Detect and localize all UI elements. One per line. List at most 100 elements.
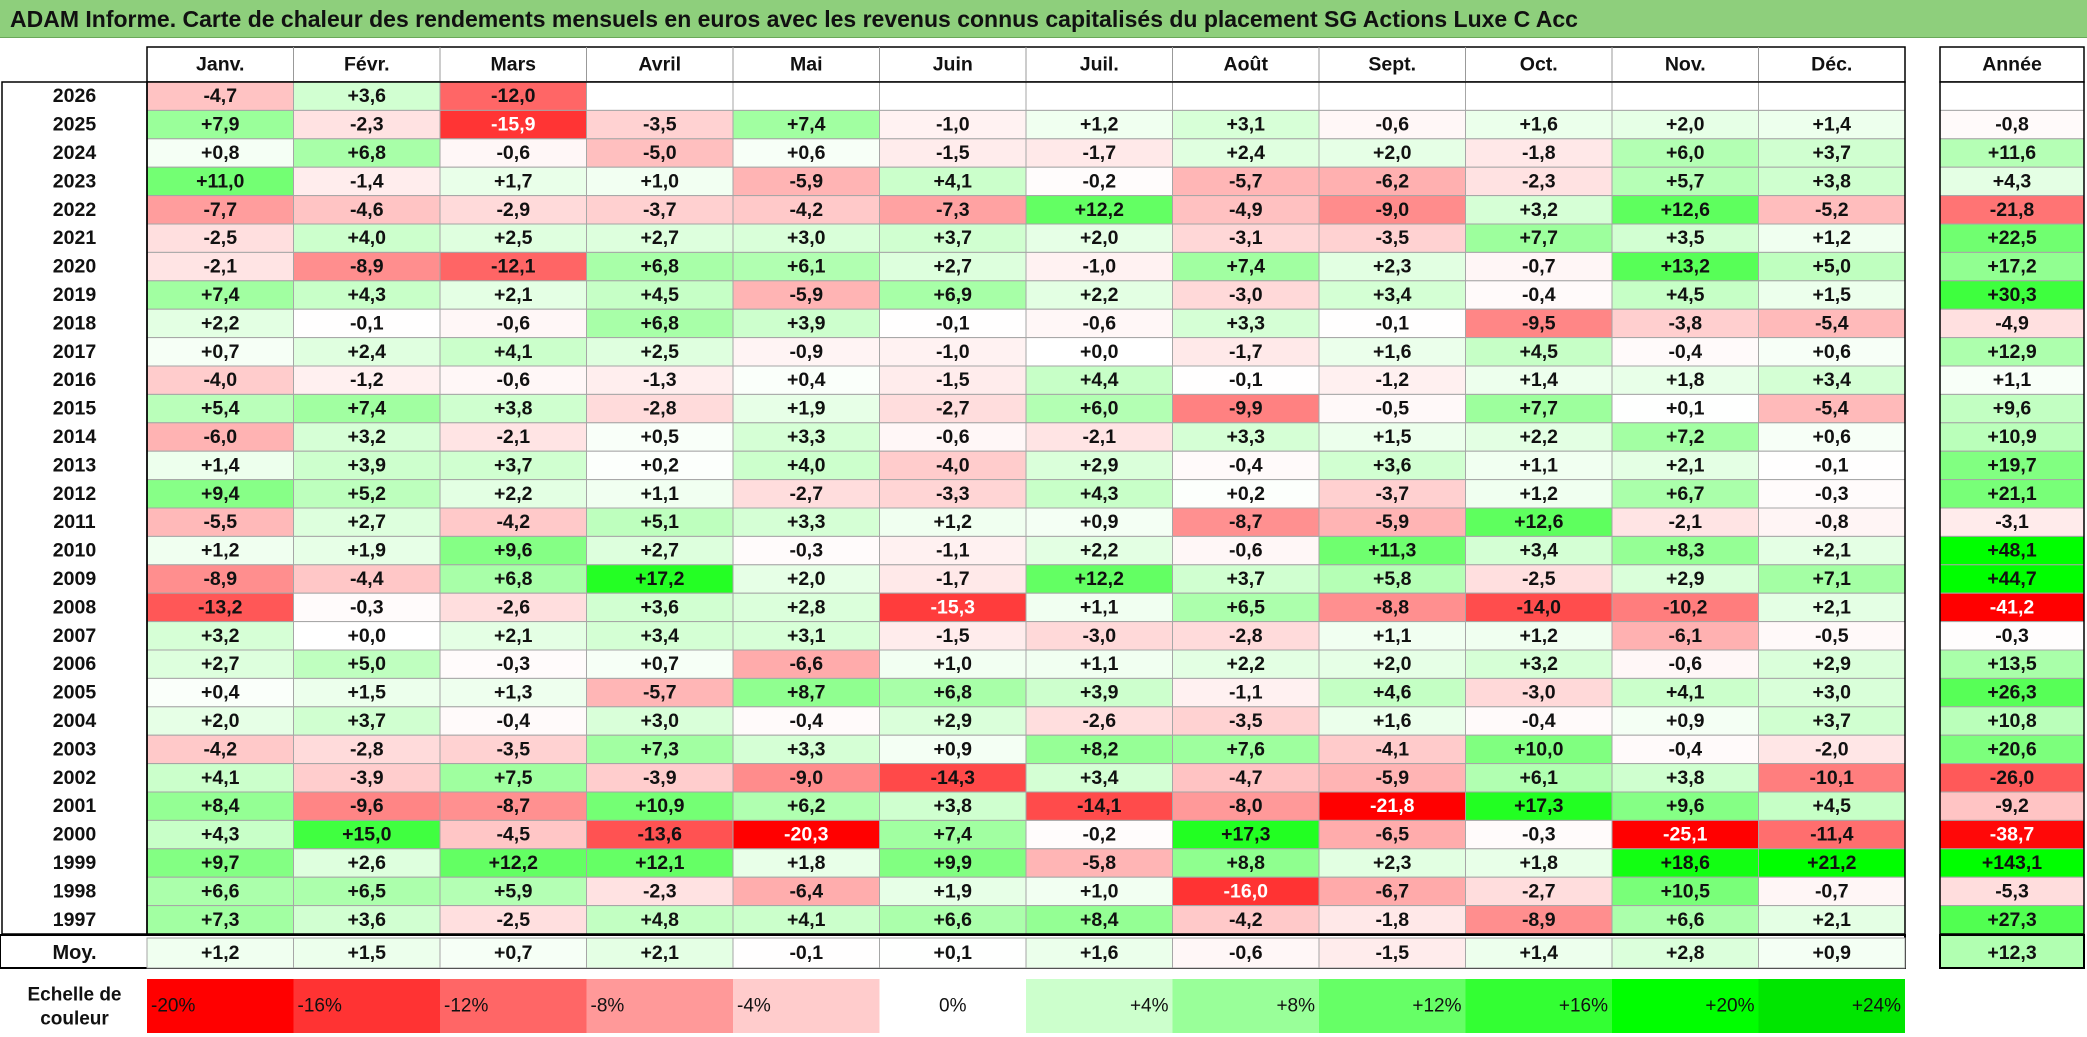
cell-value: -3,9 xyxy=(643,767,677,789)
heatmap-cell xyxy=(439,308,587,339)
cell-value: +3,4 xyxy=(1520,540,1559,562)
heatmap-cell xyxy=(586,422,734,452)
heatmap-cell xyxy=(439,450,587,481)
cell-value: +4,0 xyxy=(787,454,826,476)
cell-value: -0,2 xyxy=(1082,170,1116,192)
cell-value: +3,4 xyxy=(641,625,680,647)
heatmap-cell xyxy=(732,81,880,111)
heatmap-cell xyxy=(293,905,441,935)
average-value: +1,6 xyxy=(1080,942,1119,964)
cell-value: -8,9 xyxy=(1522,909,1556,931)
scale-swatch xyxy=(1172,979,1319,1033)
cell-value: +1,9 xyxy=(787,398,826,420)
cell-value: +2,1 xyxy=(1813,909,1852,931)
heatmap-cell xyxy=(1611,337,1759,367)
cell-value: +4,6 xyxy=(1373,682,1412,704)
cell-value: +3,1 xyxy=(1227,114,1266,136)
cell-value: +1,2 xyxy=(201,540,240,562)
month-header: Juin xyxy=(933,54,973,76)
cell-value: -2,1 xyxy=(496,426,530,448)
annual-value: -4,9 xyxy=(1995,312,2029,334)
annual-cell xyxy=(1939,81,2085,111)
cell-value: -4,0 xyxy=(936,454,970,476)
year-label: 2007 xyxy=(53,625,96,647)
cell-value: -3,7 xyxy=(1375,483,1409,505)
month-header: Janv. xyxy=(196,54,244,76)
annual-value: +143,1 xyxy=(1982,852,2042,874)
cell-value: +3,3 xyxy=(1227,426,1266,448)
heatmap-cell xyxy=(439,535,587,566)
scale-swatch xyxy=(440,979,587,1033)
cell-value: +11,0 xyxy=(196,170,244,192)
year-label: 2005 xyxy=(53,682,97,704)
heatmap-cell xyxy=(293,649,441,679)
heatmap-cell xyxy=(1465,763,1613,793)
cell-value: -0,1 xyxy=(1815,454,1849,476)
cell-value: -1,7 xyxy=(1229,341,1263,363)
cell-value: +8,4 xyxy=(1080,909,1119,931)
heatmap-cell xyxy=(1465,848,1613,878)
cell-value: +3,3 xyxy=(787,738,826,760)
heatmap-cell xyxy=(879,763,1027,793)
heatmap-cell xyxy=(586,251,734,282)
heatmap-cell xyxy=(879,393,1027,424)
cell-value: +1,7 xyxy=(494,170,533,192)
heatmap-cell xyxy=(1318,479,1466,509)
cell-value: +17,2 xyxy=(635,568,684,590)
heatmap-cell xyxy=(1025,763,1173,793)
cell-value: +0,6 xyxy=(787,142,826,164)
cell-value: -0,6 xyxy=(1229,540,1263,562)
cell-value: +1,8 xyxy=(1666,369,1705,391)
heatmap-cell xyxy=(879,819,1027,850)
heatmap-cell xyxy=(732,166,880,197)
cell-value: -2,0 xyxy=(1815,738,1849,760)
annual-value: +9,6 xyxy=(1993,398,2032,420)
heatmap-cell xyxy=(732,791,880,821)
cell-value: +4,0 xyxy=(348,227,387,249)
heatmap-cell xyxy=(1025,223,1173,253)
heatmap-cell xyxy=(1465,535,1613,566)
annual-cell xyxy=(1939,535,2085,566)
cell-value: -1,0 xyxy=(936,341,970,363)
heatmap-cell xyxy=(1318,706,1466,736)
cell-value: -2,5 xyxy=(1522,568,1556,590)
cell-value: +2,9 xyxy=(934,710,973,732)
cell-value: -2,8 xyxy=(350,738,384,760)
cell-value: +7,9 xyxy=(201,114,240,136)
cell-value: -6,6 xyxy=(789,653,823,675)
scale-swatch xyxy=(586,979,733,1033)
scale-label-line1: Echelle de xyxy=(28,985,122,1006)
cell-value: +0,5 xyxy=(641,426,680,448)
cell-value: +2,2 xyxy=(1080,284,1119,306)
scale-step-label: +12% xyxy=(1412,996,1461,1017)
heatmap-cell xyxy=(879,791,1027,821)
cell-value: +0,1 xyxy=(1666,398,1705,420)
cell-value: -8,9 xyxy=(203,568,237,590)
cell-value: -0,3 xyxy=(1522,824,1556,846)
cell-value: +8,7 xyxy=(787,682,826,704)
cell-value: -5,4 xyxy=(1815,398,1849,420)
annual-value: -9,2 xyxy=(1995,795,2029,817)
average-label: Moy. xyxy=(52,942,96,964)
heatmap-cell xyxy=(586,763,734,793)
cell-value: -0,4 xyxy=(1668,341,1702,363)
heatmap-cell xyxy=(1025,649,1173,679)
cell-value: +1,3 xyxy=(494,682,533,704)
heatmap-cell xyxy=(1025,535,1173,566)
heatmap-cell xyxy=(732,649,880,679)
scale-step-label: +16% xyxy=(1559,996,1608,1017)
heatmap-cell xyxy=(1318,592,1466,623)
cell-value: +2,1 xyxy=(1813,596,1852,618)
scale-swatch xyxy=(147,979,294,1033)
cell-value: +4,5 xyxy=(1813,795,1852,817)
cell-value: +2,2 xyxy=(201,312,240,334)
cell-value: -5,9 xyxy=(1375,767,1409,789)
cell-value: +3,7 xyxy=(494,454,533,476)
annual-value: +13,5 xyxy=(1987,653,2036,675)
year-label: 2008 xyxy=(53,596,97,618)
cell-value: +1,4 xyxy=(201,454,240,476)
heatmap-cell xyxy=(439,195,587,225)
heatmap-cell xyxy=(1172,195,1320,225)
heatmap-cell xyxy=(146,166,294,197)
cell-value: +1,0 xyxy=(641,170,680,192)
